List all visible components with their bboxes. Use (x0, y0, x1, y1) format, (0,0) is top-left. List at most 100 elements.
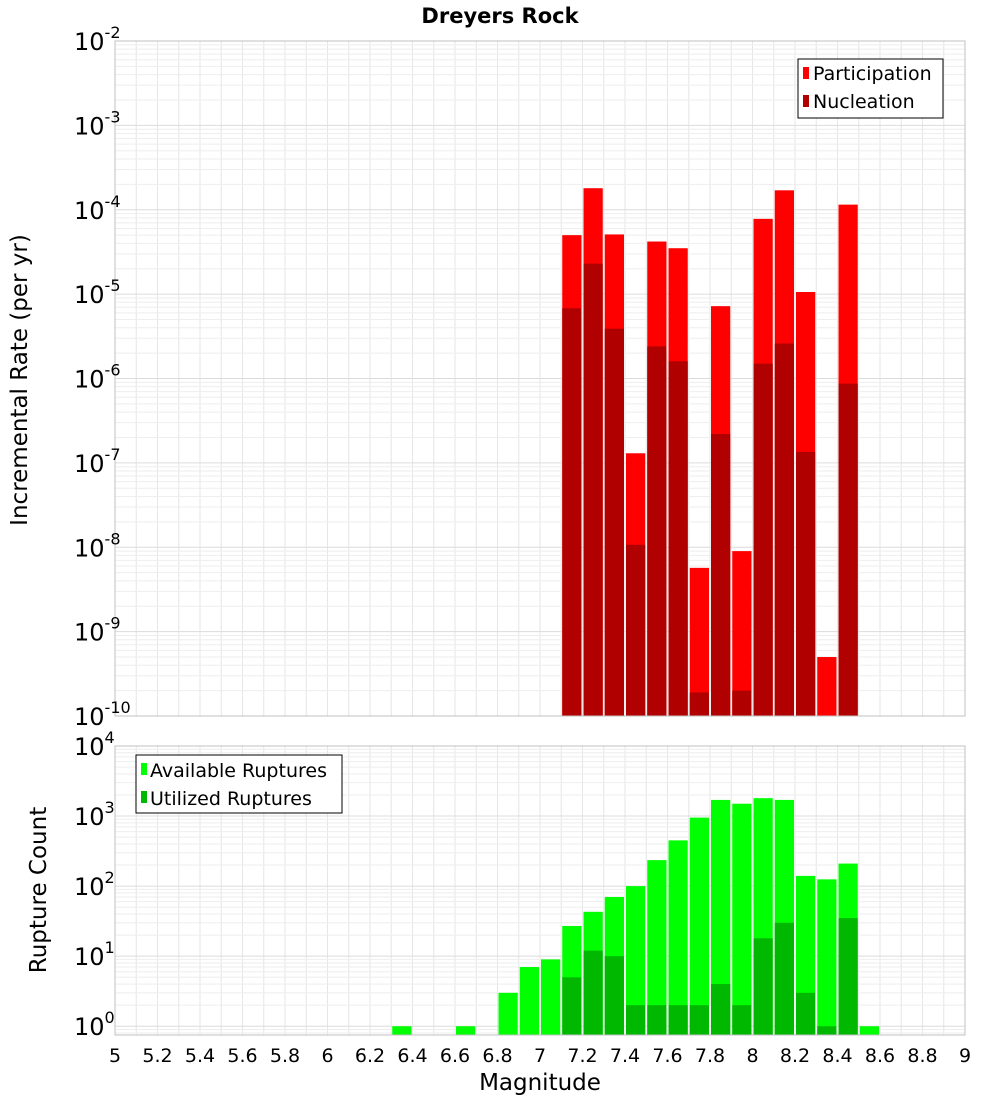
nucleation-bar (838, 383, 858, 716)
utilized-ruptures-bar (711, 984, 731, 1035)
nucleation-bar (796, 451, 816, 716)
available-ruptures-bar (626, 886, 646, 1035)
utilized-ruptures-bar (562, 977, 582, 1035)
magnitude-tick-label: 6 (321, 1045, 333, 1067)
magnitude-tick-label: 8.4 (822, 1045, 852, 1067)
rate-y-tick-labels: 10-10 10-9 10-8 10-7 10-6 10-5 10-4 10-3 10-2 (74, 23, 131, 731)
rate-y-axis-label: Incremental Rate (per yr) (7, 234, 33, 526)
rate-gridlines (115, 40, 965, 717)
available-ruptures-bar (541, 959, 561, 1035)
count-gridlines (115, 745, 965, 1035)
magnitude-tick-label: 8.6 (865, 1045, 895, 1067)
utilized-ruptures-bar (753, 938, 773, 1035)
available-ruptures-bar (668, 840, 688, 1035)
magnitude-tick-label: 7.2 (567, 1045, 597, 1067)
nucleation-legend-label: Nucleation (813, 91, 915, 113)
magnitude-tick-label: 8 (746, 1045, 758, 1067)
nucleation-bar (647, 346, 667, 716)
nucleation-bar (562, 308, 582, 716)
nucleation-bar (626, 544, 646, 716)
utilized-ruptures-bar (689, 1005, 709, 1035)
rate-plot: 10-10 10-9 10-8 10-7 10-6 10-5 10-4 10-3 10-2 In… (7, 23, 966, 731)
participation-legend-label: Participation (813, 63, 932, 85)
magnitude-tick-labels: 5 5.2 5.4 5.6 5.8 6 6.2 6.4 6.6 6.8 7 7.2 7.4 7.6 7.8 8… (109, 1045, 971, 1067)
nucleation-bar (668, 361, 688, 716)
count-y-tick-label: 101 (74, 938, 115, 971)
nucleation-bar (604, 328, 624, 716)
magnitude-tick-label: 5.2 (142, 1045, 172, 1067)
available-legend-swatch (141, 763, 147, 775)
rate-y-tick-label: 10-2 (74, 23, 121, 56)
utilized-legend-label: Utilized Ruptures (150, 788, 312, 810)
nucleation-bar (583, 263, 603, 716)
utilized-ruptures-bar (626, 1005, 646, 1035)
utilized-ruptures-bar (604, 956, 624, 1035)
count-plot-frame (114, 745, 966, 1036)
available-ruptures-bar (817, 879, 837, 1035)
magnitude-tick-label: 7.4 (610, 1045, 640, 1067)
magnitude-tick-label: 7.6 (652, 1045, 682, 1067)
rate-plot-frame (114, 40, 966, 717)
count-y-tick-label: 100 (74, 1008, 115, 1041)
rate-y-tick-label: 10-5 (74, 276, 121, 309)
magnitude-tick-label: 6.6 (440, 1045, 470, 1067)
rate-y-tick-label: 10-3 (74, 107, 121, 140)
x-axis-label: Magnitude (479, 1070, 601, 1096)
participation-legend-swatch (803, 67, 809, 79)
nucleation-legend-swatch (803, 95, 809, 107)
nucleation-bar (753, 363, 773, 716)
nucleation-bar (689, 692, 709, 716)
available-ruptures-bar (859, 1026, 879, 1035)
magnitude-tick-label: 5 (109, 1045, 121, 1067)
count-y-tick-label: 103 (74, 798, 115, 831)
rate-y-tick-label: 10-9 (74, 614, 121, 647)
magnitude-tick-label: 6.2 (355, 1045, 385, 1067)
rate-y-tick-label: 10-7 (74, 445, 121, 478)
nucleation-bar (774, 343, 794, 716)
available-ruptures-bar (498, 992, 518, 1035)
available-ruptures-bar (456, 1026, 476, 1035)
count-y-tick-labels: 100 101 102 103 104 (74, 728, 115, 1041)
rate-y-tick-label: 10-4 (74, 192, 121, 225)
magnitude-tick-label: 8.2 (780, 1045, 810, 1067)
available-ruptures-bar (689, 817, 709, 1035)
participation-bar (732, 551, 752, 716)
participation-bar (817, 657, 837, 716)
utilized-legend-swatch (141, 791, 147, 803)
available-legend-label: Available Ruptures (150, 760, 327, 782)
magnitude-tick-label: 6.4 (397, 1045, 427, 1067)
rate-legend-box (797, 58, 944, 119)
count-y-tick-label: 102 (74, 868, 115, 901)
utilized-ruptures-bar (817, 1026, 837, 1035)
chart-title: Dreyers Rock (421, 4, 579, 28)
count-y-axis-label: Rupture Count (26, 807, 52, 973)
magnitude-tick-label: 9 (959, 1045, 971, 1067)
nucleation-bar (711, 433, 731, 716)
utilized-ruptures-bar (647, 1005, 667, 1035)
count-bars (392, 798, 879, 1035)
magnitude-tick-label: 5.4 (185, 1045, 215, 1067)
participation-bar (689, 567, 709, 716)
available-ruptures-bar (519, 967, 539, 1035)
magnitude-tick-label: 7 (534, 1045, 546, 1067)
utilized-ruptures-bar (796, 992, 816, 1035)
rate-bars (562, 188, 858, 717)
rate-y-tick-label: 10-6 (74, 361, 121, 394)
utilized-ruptures-bar (668, 1005, 688, 1035)
magnitude-tick-label: 5.6 (227, 1045, 257, 1067)
count-legend-box (135, 754, 343, 814)
utilized-ruptures-bar (732, 1005, 752, 1035)
utilized-ruptures-bar (583, 950, 603, 1035)
available-ruptures-bar (392, 1026, 412, 1035)
rate-y-tick-label: 10-8 (74, 529, 121, 562)
count-y-tick-label: 104 (74, 728, 115, 761)
magnitude-tick-label: 8.8 (907, 1045, 937, 1067)
magnitude-tick-label: 6.8 (482, 1045, 512, 1067)
utilized-ruptures-bar (838, 918, 858, 1035)
available-ruptures-bar (711, 799, 731, 1035)
utilized-ruptures-bar (774, 922, 794, 1035)
magnitude-tick-label: 7.8 (695, 1045, 725, 1067)
count-legend: Available Ruptures Utilized Ruptures (135, 754, 343, 814)
count-plot: 100 101 102 103 104 5 5.2 5.4 5.6 5.8 6 6.2 6.4 6.6 6… (26, 728, 971, 1096)
